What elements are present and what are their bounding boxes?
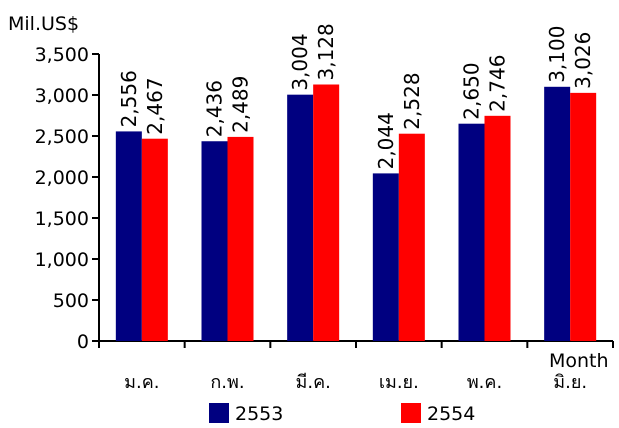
legend: 2553 2554: [209, 403, 475, 425]
data-label: 2,436: [203, 80, 227, 137]
x-tick-label: มี.ค.: [295, 372, 330, 393]
bar-2553: [201, 141, 228, 341]
data-label: 2,746: [486, 55, 510, 112]
data-label: 2,650: [460, 62, 484, 119]
data-label: 3,004: [288, 33, 312, 90]
bar-2553: [544, 86, 571, 341]
x-tick-label: ก.พ.: [210, 372, 244, 393]
x-axis-title: Month: [549, 350, 609, 372]
data-label: 3,100: [545, 26, 569, 83]
bar-2554: [484, 115, 511, 341]
x-axis: ม.ค. ก.พ. มี.ค. เม.ย. พ.ค. มิ.ย.: [98, 340, 614, 393]
bar-2554: [570, 92, 597, 341]
bar-2554: [313, 84, 340, 341]
y-tick-label: 1,500: [35, 208, 89, 230]
legend-swatch-2554: [401, 403, 421, 423]
legend-label-2554: 2554: [427, 403, 475, 425]
y-tick-label: 1,000: [35, 249, 89, 271]
bar-2553: [372, 173, 399, 341]
y-tick-label: 500: [53, 290, 89, 312]
y-tick-label: 3,500: [35, 44, 89, 66]
x-tick-label: เม.ย.: [379, 372, 419, 393]
data-label: 2,528: [400, 72, 424, 129]
data-label: 2,556: [117, 70, 141, 127]
bar-2554: [141, 138, 168, 341]
bar-2553: [287, 94, 314, 341]
x-tick-label: พ.ค.: [467, 372, 502, 393]
bar-2553: [115, 131, 142, 341]
y-axis-title: Mil.US$: [8, 13, 79, 35]
legend-label-2553: 2553: [235, 403, 283, 425]
y-tick-label: 3,000: [35, 85, 89, 107]
bars: [115, 84, 597, 341]
data-label: 2,044: [374, 112, 398, 169]
legend-swatch-2553: [209, 403, 229, 423]
y-axis: 0 500 1,000 1,500 2,000 2,500 3,000 3,500: [35, 44, 100, 353]
x-tick-label: มิ.ย.: [553, 372, 587, 393]
data-label: 2,467: [143, 77, 167, 134]
x-tick-label: ม.ค.: [124, 372, 159, 393]
bar-2554: [227, 136, 254, 341]
data-label: 3,128: [314, 23, 338, 80]
y-tick-label: 0: [77, 331, 89, 353]
bar-2553: [458, 123, 485, 341]
y-tick-label: 2,500: [35, 126, 89, 148]
data-label: 2,489: [229, 76, 253, 133]
bar-2554: [398, 133, 425, 341]
y-tick-label: 2,000: [35, 167, 89, 189]
data-label: 3,026: [571, 32, 595, 89]
data-labels: 2,556 2,436 3,004 2,044 2,650 3,100 2,467 2,489…: [117, 23, 595, 169]
